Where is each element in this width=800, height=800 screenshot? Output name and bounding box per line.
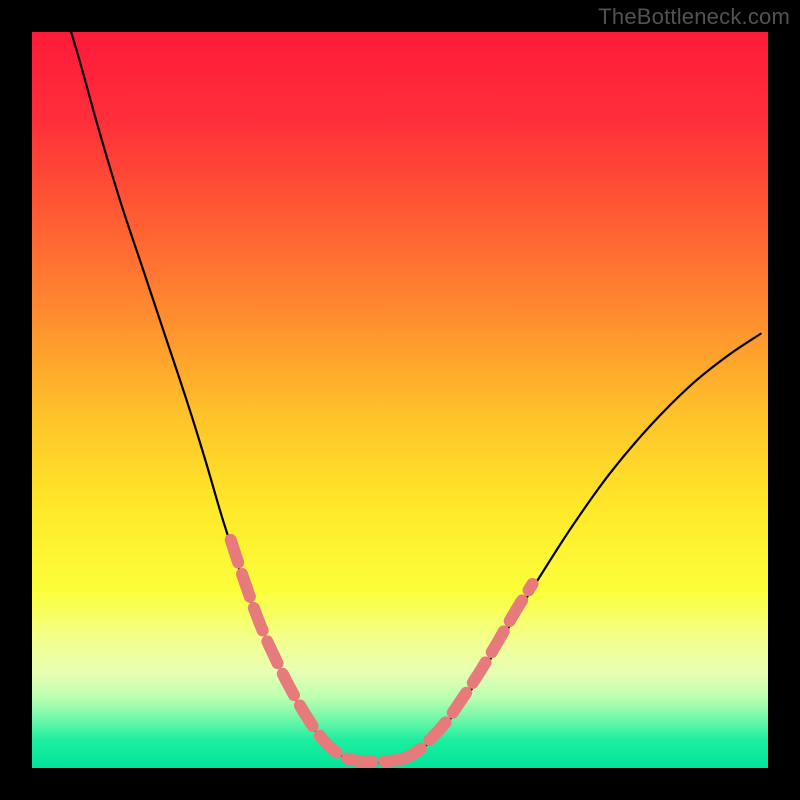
- plot-background: [32, 32, 768, 768]
- chart-stage: TheBottleneck.com: [0, 0, 800, 800]
- chart-svg: [0, 0, 800, 800]
- marker-overlay-bottom: [348, 759, 400, 761]
- watermark-label: TheBottleneck.com: [598, 4, 790, 30]
